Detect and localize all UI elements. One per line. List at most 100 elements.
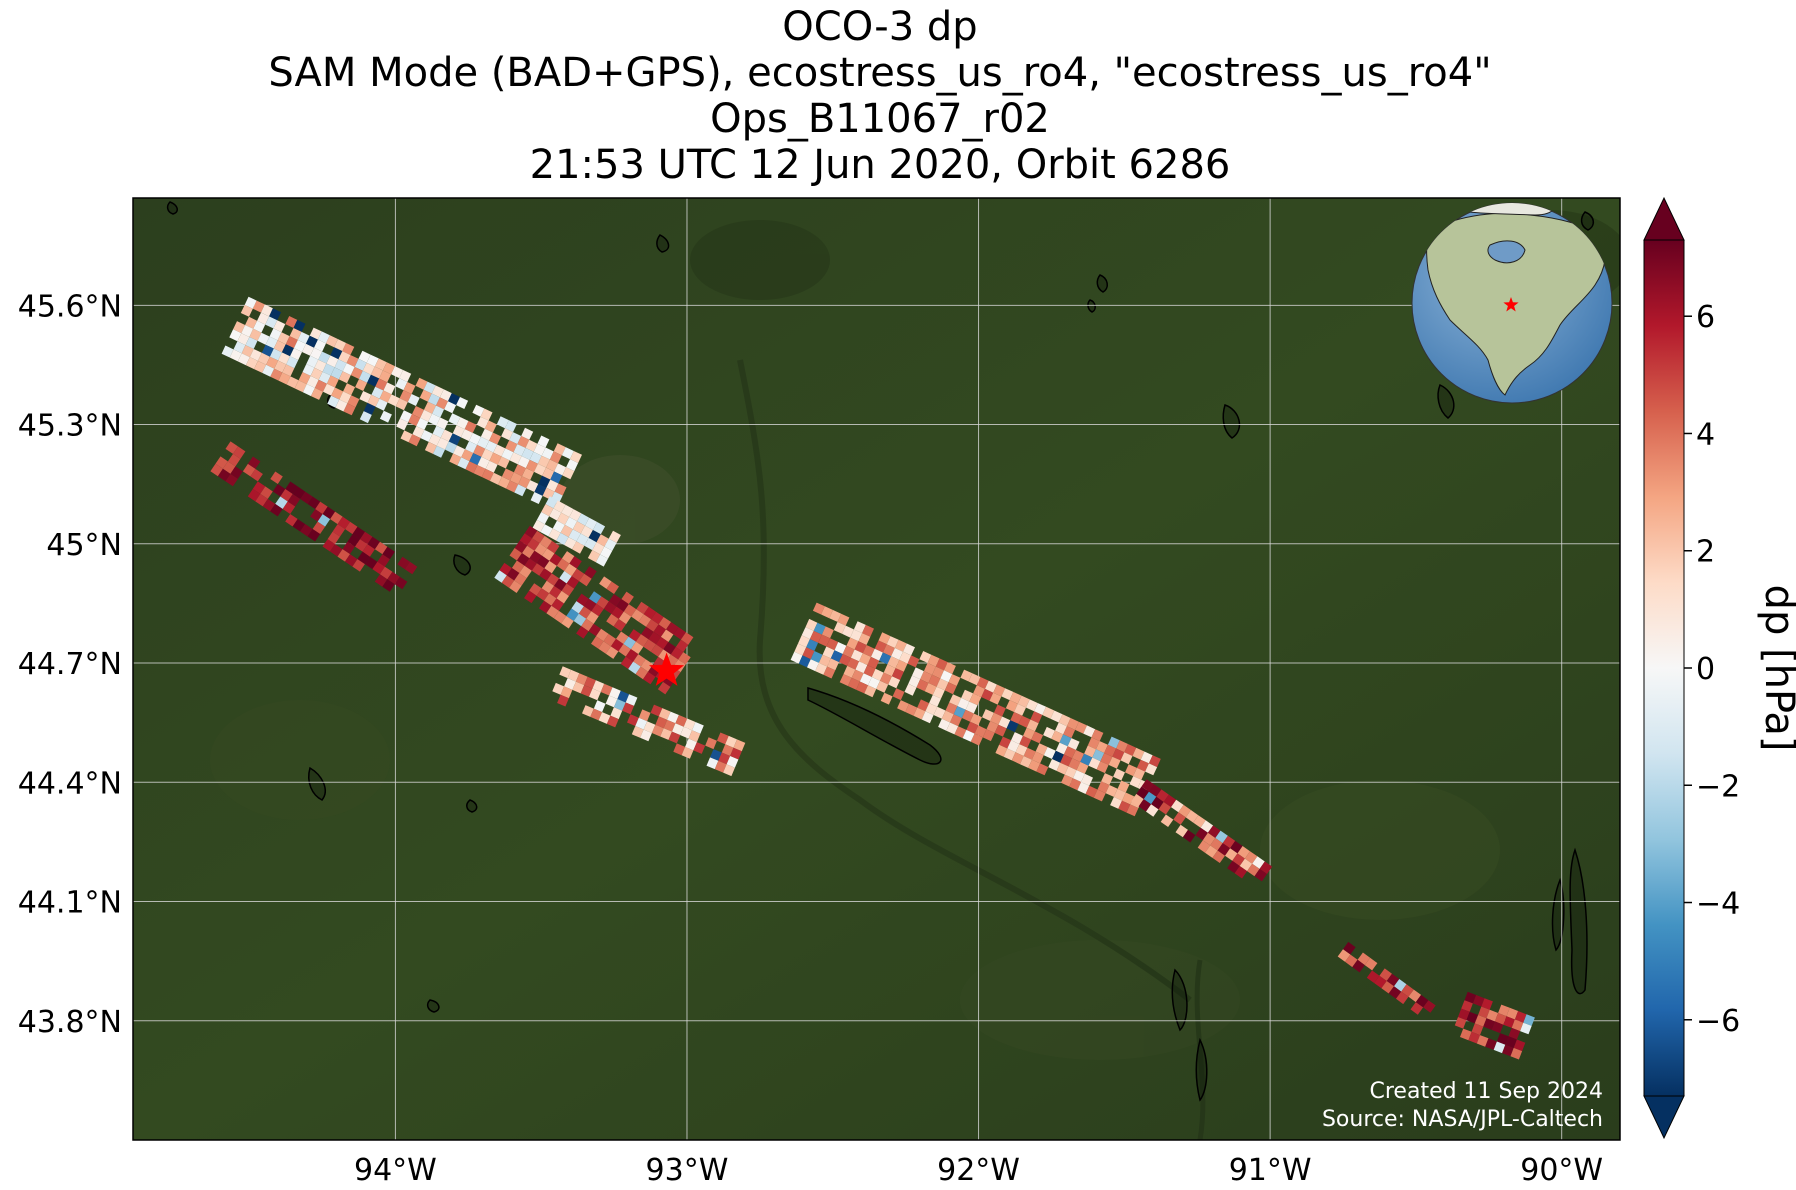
dp-pixel [237, 333, 250, 346]
dp-pixel [1175, 824, 1188, 838]
dp-pixel [623, 604, 637, 617]
dp-pixel [285, 514, 298, 527]
dp-pixel [1364, 957, 1378, 971]
dp-pixel [237, 353, 250, 366]
dp-pixel [314, 339, 326, 352]
dp-pixel [858, 633, 871, 645]
lon-tick-label: 91°W [1229, 1153, 1312, 1188]
dp-pixel [465, 441, 478, 454]
dp-pixel [222, 461, 236, 474]
dp-pixel [1506, 1007, 1519, 1020]
dp-pixel [1069, 778, 1082, 791]
dp-pixel [660, 629, 674, 642]
dp-pixel [529, 451, 542, 464]
dp-pixel [509, 580, 522, 593]
dp-pixel [646, 619, 659, 632]
dp-pixel [856, 681, 868, 694]
dp-pixel [539, 535, 553, 549]
dp-pixel [286, 376, 299, 389]
dp-pixel [683, 718, 696, 731]
dp-pixel [1234, 866, 1248, 879]
dp-pixel [314, 379, 327, 392]
dp-pixel [266, 356, 279, 369]
dp-pixel [867, 656, 880, 669]
dp-pixel [436, 417, 449, 430]
dp-pixel [1511, 1019, 1524, 1032]
dp-pixel [549, 508, 562, 521]
dp-pixel [846, 637, 859, 650]
dp-pixel [452, 425, 465, 438]
dp-pixel [300, 491, 313, 504]
dp-pixel [666, 622, 679, 635]
dp-pixel [1101, 773, 1114, 785]
dp-pixel [606, 613, 619, 627]
dp-pixel [888, 676, 901, 689]
dp-pixel [249, 349, 262, 361]
dp-pixel [1068, 758, 1081, 771]
dp-pixel [375, 378, 388, 391]
dp-pixel [1124, 744, 1137, 756]
dp-pixel [552, 520, 565, 533]
dp-pixel [668, 731, 681, 744]
dp-pixel [477, 436, 490, 449]
dp-pixel [560, 686, 573, 699]
dp-pixel [925, 703, 938, 715]
dp-pixel [1117, 780, 1130, 793]
dp-pixel [549, 553, 562, 566]
dp-pixel [347, 534, 360, 547]
dp-pixel [569, 556, 582, 569]
dp-pixel [549, 451, 562, 464]
dp-pixel [1138, 799, 1152, 812]
dp-pixel [928, 674, 941, 687]
dp-pixel [1145, 763, 1158, 776]
dp-pixel [596, 534, 609, 547]
dp-pixel [553, 610, 567, 624]
dp-pixel [1158, 802, 1171, 815]
dp-pixel [412, 426, 425, 439]
dp-pixel [1408, 989, 1422, 1003]
dp-pixel [282, 501, 296, 514]
dp-pixel [985, 680, 997, 693]
dp-pixel [726, 756, 739, 768]
dp-pixel [367, 536, 380, 550]
dp-pixel [464, 421, 477, 433]
dp-pixel [1014, 703, 1026, 716]
lat-tick-label: 44.7°N [18, 647, 122, 682]
dp-pixel [1396, 991, 1409, 1005]
dp-pixel [584, 566, 597, 579]
dp-pixel [1207, 825, 1221, 838]
dp-pixel [395, 378, 408, 391]
dp-pixel [305, 335, 318, 348]
dp-pixel [623, 636, 636, 650]
dp-pixel [1064, 766, 1077, 779]
dp-pixel [618, 611, 632, 625]
dp-pixel [643, 721, 656, 733]
dp-pixel [917, 699, 930, 712]
dp-pixel [794, 643, 807, 656]
dp-pixel [826, 638, 839, 651]
dp-pixel [1113, 768, 1125, 781]
dp-pixel [538, 600, 552, 614]
dp-pixel [355, 379, 368, 391]
dp-pixel [522, 545, 535, 559]
dp-pixel [933, 706, 946, 719]
dp-pixel [638, 709, 651, 722]
dp-pixel [882, 644, 895, 657]
dp-pixel [592, 680, 605, 692]
dp-pixel [609, 687, 621, 699]
colorbar-tick-label: 6 [1696, 300, 1715, 335]
dp-pixel [285, 481, 298, 494]
dp-pixel [1023, 747, 1036, 760]
dp-pixel [1107, 736, 1120, 749]
dp-pixel [1148, 755, 1161, 768]
dp-pixel [938, 718, 950, 731]
dp-pixel [262, 498, 276, 512]
dp-pixel [1141, 779, 1154, 792]
dp-pixel [1343, 941, 1356, 955]
dp-pixel [864, 685, 877, 698]
dp-pixel [432, 405, 445, 418]
dp-pixel [339, 391, 352, 404]
dp-pixel [608, 594, 622, 607]
dp-pixel [1118, 800, 1131, 813]
dp-pixel [1461, 1000, 1473, 1012]
